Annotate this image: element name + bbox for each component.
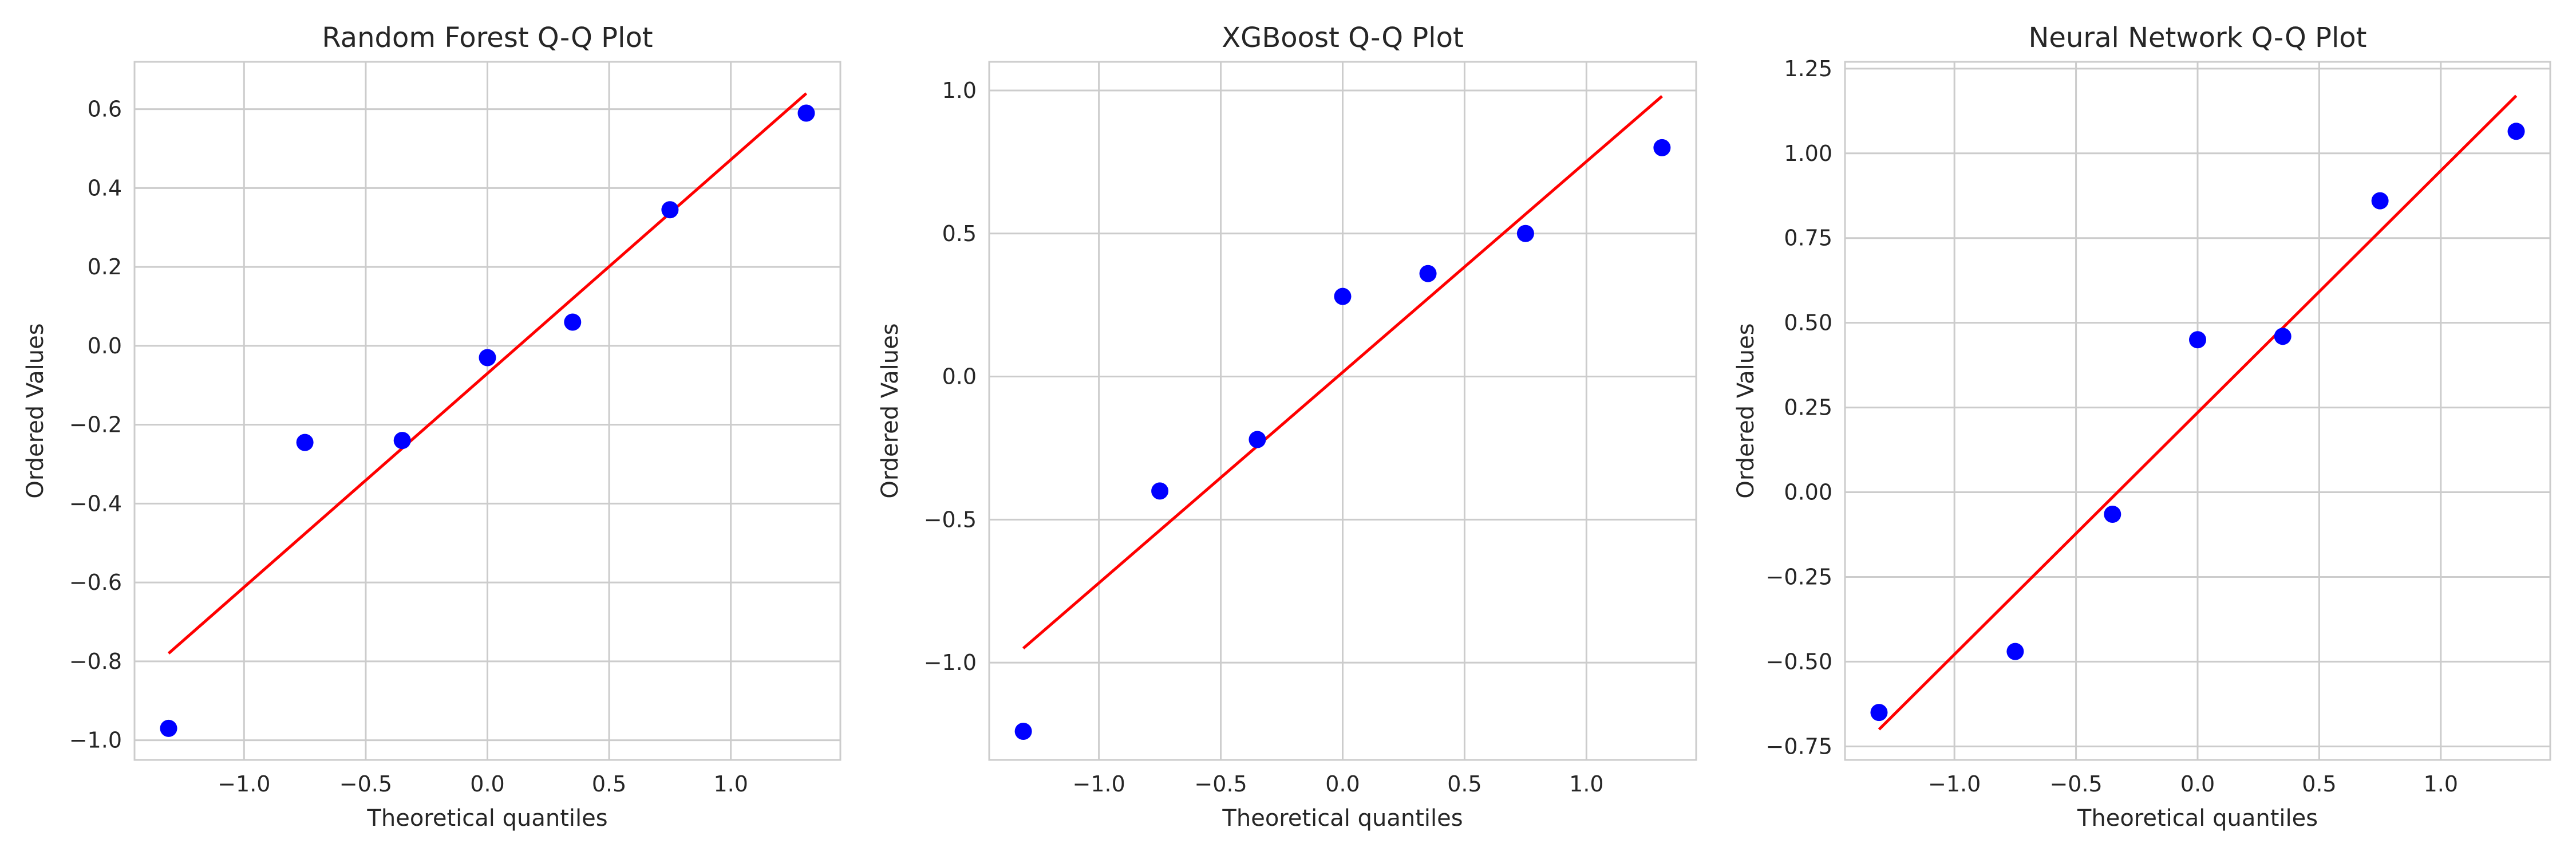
x-tick-label: 1.0 [2424,771,2458,797]
y-tick-label: 0.6 [88,97,122,122]
y-tick-label: −0.50 [1766,649,1832,674]
x-axis-label: Theoretical quantiles [2077,805,2318,832]
y-tick-label: −0.4 [69,491,122,516]
x-tick-label: −1.0 [218,771,270,797]
data-point [797,104,815,122]
y-tick-label: 1.25 [1784,56,1832,81]
data-point [1653,139,1671,156]
data-point [1249,431,1266,448]
x-tick-label: 1.0 [1569,771,1603,797]
x-tick-label: −1.0 [1928,771,1981,797]
xgboost-qq-panel: −1.0 −0.5 0.0 0.5 1.0 −1.0 −0.5 0.0 0.5 1.0 XGBoo… [877,22,1697,832]
fit-line [1878,94,2518,731]
x-tick-label: −0.5 [339,771,392,797]
panel-title: Random Forest Q-Q Plot [322,22,653,54]
data-point [1419,265,1437,282]
data-point [661,201,679,219]
data-point [1014,723,1032,740]
y-tick-label: 0.00 [1784,480,1832,505]
x-axis-label: Theoretical quantiles [1222,805,1463,832]
x-tick-label: 0.0 [1325,771,1360,797]
y-tick-label: −0.8 [69,649,122,674]
panel-title: XGBoost Q-Q Plot [1222,22,1464,54]
y-tick-label: −0.75 [1766,734,1832,759]
y-tick-label: −0.5 [924,507,977,532]
data-point [1516,224,1534,242]
data-point [160,719,177,737]
data-point [393,432,411,450]
x-tick-label: 0.5 [1447,771,1481,797]
data-point [479,349,496,367]
y-tick-label: −1.0 [924,650,977,675]
data-point [1334,287,1352,305]
y-tick-label: −0.6 [69,570,122,595]
panel-title: Neural Network Q-Q Plot [2029,22,2367,54]
y-tick-label: 0.5 [942,221,977,246]
y-tick-label: −1.0 [69,728,122,753]
random-forest-qq-panel: −1.0 −0.5 0.0 0.5 1.0 −1.0 −0.8 −0.6 −0.4 −0.2 0.0… [22,22,841,832]
fit-line [167,92,808,655]
x-tick-label: 0.5 [2302,771,2336,797]
y-tick-label: 0.50 [1784,310,1832,336]
axes-frame [988,61,1697,761]
y-tick-label: 1.00 [1784,141,1832,166]
data-point [2189,331,2206,349]
data-point [564,313,582,331]
x-tick-label: 0.0 [470,771,504,797]
x-tick-label: 0.5 [592,771,626,797]
y-axis-label: Ordered Values [22,323,49,498]
data-point [2507,123,2525,140]
data-point [2104,505,2121,523]
data-point [2006,643,2024,660]
neural-network-qq-panel: −1.0 −0.5 0.0 0.5 1.0 −0.75 −0.50 −0.25 0.00 0.25… [1733,22,2551,832]
y-tick-label: 0.0 [88,333,122,358]
y-axis-label: Ordered Values [1733,323,1759,498]
y-tick-label: 0.75 [1784,226,1832,251]
fit-line [1022,95,1664,650]
y-axis-label: Ordered Values [877,323,903,498]
x-tick-label: −1.0 [1072,771,1125,797]
y-tick-label: 0.25 [1784,395,1832,420]
x-tick-label: −0.5 [2049,771,2102,797]
data-point [296,434,314,451]
x-tick-label: 0.0 [2180,771,2215,797]
y-tick-label: 0.2 [88,254,122,279]
data-point [2274,328,2291,345]
y-tick-label: −0.25 [1766,564,1832,589]
axes-frame [1844,61,2551,761]
data-point [1870,704,1888,722]
x-axis-label: Theoretical quantiles [366,805,607,832]
x-tick-label: 1.0 [713,771,748,797]
y-tick-label: 0.0 [942,364,977,389]
y-tick-label: 0.4 [88,175,122,200]
y-tick-label: 1.0 [942,78,977,103]
axes-frame [133,61,841,761]
data-point [2371,192,2389,210]
data-point [1151,482,1169,500]
y-tick-label: −0.2 [69,412,122,438]
x-tick-label: −0.5 [1194,771,1247,797]
